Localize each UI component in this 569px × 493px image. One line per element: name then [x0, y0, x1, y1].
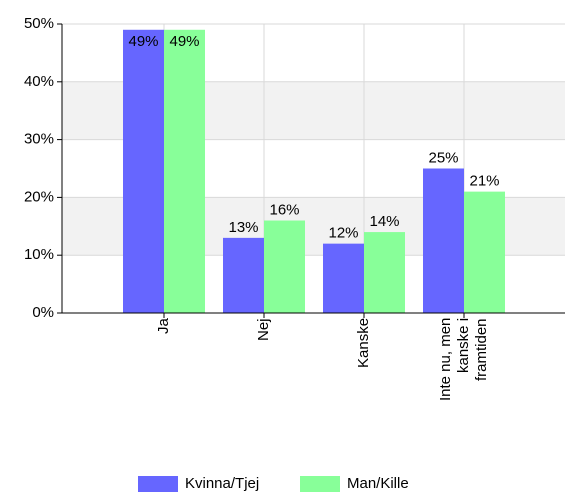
y-tick-label: 10%	[24, 246, 54, 263]
x-tick-label: Inte nu, men kanske i framtiden	[437, 318, 490, 402]
value-label: 14%	[369, 213, 399, 230]
x-tick-label: Nej	[255, 318, 272, 341]
y-tick-label: 30%	[24, 131, 54, 148]
y-tick-label: 50%	[24, 15, 54, 32]
y-tick-label: 0%	[32, 304, 54, 321]
value-label: 21%	[469, 173, 499, 190]
value-label: 16%	[269, 201, 299, 218]
legend-swatch	[300, 476, 340, 492]
bar	[464, 191, 505, 313]
bar	[323, 243, 364, 313]
bar	[364, 232, 405, 313]
bar	[223, 237, 264, 313]
value-label: 12%	[328, 225, 358, 242]
legend-label: Kvinna/Tjej	[185, 475, 259, 492]
value-label: 25%	[428, 149, 458, 166]
x-tick-label: Kanske	[355, 318, 372, 369]
x-tick-label: Ja	[155, 318, 172, 334]
value-label: 49%	[128, 33, 158, 50]
y-tick-label: 40%	[24, 73, 54, 90]
bar	[423, 168, 464, 313]
value-label: 13%	[228, 219, 258, 236]
y-tick-label: 20%	[24, 188, 54, 205]
bar	[123, 29, 164, 314]
legend-label: Man/Kille	[347, 475, 409, 492]
value-label: 49%	[169, 33, 199, 50]
legend-swatch	[138, 476, 178, 492]
bar	[164, 29, 205, 314]
bar	[264, 220, 305, 313]
